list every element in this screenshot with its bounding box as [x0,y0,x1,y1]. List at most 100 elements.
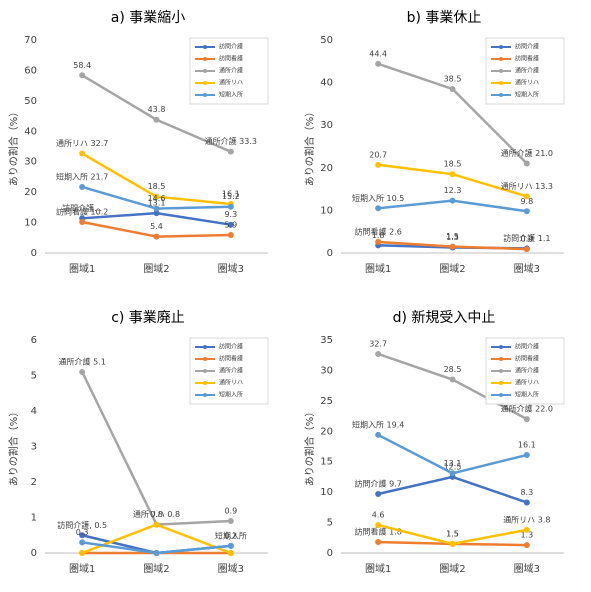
data-point [153,210,160,217]
data-point [375,238,382,245]
data-point [375,539,382,546]
data-point [375,350,382,357]
data-point [227,518,234,525]
data-point [449,243,456,250]
data-point [227,203,234,210]
legend-label: 訪問看護 [219,55,243,63]
data-point [449,470,456,477]
data-point [449,171,456,178]
legend-label: 訪問介護 [219,43,243,51]
data-label: 訪問介護, 0.5 [57,520,107,530]
data-label: 1.8 [372,231,385,240]
y-tick-label: 50 [320,35,333,46]
data-label: 訪問看護 10.2 [56,206,108,216]
legend-marker [499,81,503,85]
data-label: 12.3 [444,186,462,195]
data-label: 13.1 [148,199,166,208]
data-point [523,542,530,549]
y-tick-label: 50 [24,96,37,107]
data-point [523,160,530,167]
data-point [375,60,382,67]
data-label: 通所介護 22.0 [501,404,553,414]
data-label: 16.1 [222,190,240,199]
y-tick-label: 0 [31,248,37,259]
legend-label: 訪問介護 [515,343,539,351]
data-point [523,246,530,253]
data-point [79,539,86,546]
y-tick-label: 0 [327,548,333,559]
y-tick-label: 30 [320,120,333,131]
legend-marker [499,69,503,73]
data-label: 43.8 [148,105,166,114]
y-tick-label: 20 [320,163,333,174]
data-point [449,540,456,547]
x-tick-label: 圏域1 [365,262,391,275]
data-point [153,550,160,556]
data-label: 58.4 [73,61,91,70]
legend-marker [499,57,503,61]
legend-label: 訪問看護 [515,355,539,363]
data-label: 訪問看護 1.8 [355,527,402,537]
y-tick-label: 0 [327,248,333,259]
data-label: 16.1 [518,441,536,450]
data-point [375,490,382,497]
chart-title: c) 事業廃止 [111,309,185,326]
y-tick-label: 10 [24,218,37,229]
data-point [449,197,456,204]
legend-marker [499,393,503,397]
data-point [523,499,530,506]
data-label: 訪問介護 9.7 [355,478,402,488]
x-tick-label: 圏域3 [514,562,540,575]
legend-label: 通所介護 [219,367,243,375]
legend-marker [203,369,207,373]
legend-label: 通所リハ [219,79,243,87]
legend-label: 通所リハ [515,79,539,87]
chart-title: d) 新規受入中止 [393,310,496,326]
data-label: 1.3 [446,233,459,242]
x-tick-label: 圏域3 [514,262,540,275]
legend-label: 通所介護 [219,67,243,75]
y-axis-label: ありの割合（%） [7,107,20,187]
data-label: 28.5 [444,365,462,374]
legend-marker [203,69,207,73]
legend-marker [499,381,503,385]
data-point [79,72,86,79]
y-axis-label: ありの割合（%） [303,107,316,187]
legend-marker [499,45,503,49]
data-label: 訪問看護 2.6 [355,226,402,236]
y-tick-label: 60 [24,65,37,76]
x-tick-label: 圏域2 [143,562,169,575]
legend-marker [203,345,207,349]
legend-label: 訪問看護 [219,355,243,363]
legend-label: 短期入所 [515,91,539,99]
data-point [523,452,530,459]
legend-marker [499,357,503,361]
y-tick-label: 1 [31,513,37,524]
y-tick-label: 5 [31,371,37,382]
data-label: 通所介護 21.0 [501,148,553,158]
y-tick-label: 10 [320,487,333,498]
data-label: 短期入所 [215,530,247,540]
y-tick-label: 25 [320,396,333,407]
data-point [375,205,382,212]
data-label: 20.7 [369,150,387,159]
data-label: 1.5 [446,529,459,538]
data-label: 0.8 [150,510,163,519]
data-label: 通所リハ 3.8 [503,514,550,524]
data-point [227,542,234,549]
y-tick-label: 40 [24,126,37,137]
data-point [79,218,86,225]
legend-marker [203,393,207,397]
x-tick-label: 圏域3 [218,562,244,575]
legend-label: 通所リハ [515,379,539,387]
x-tick-label: 圏域2 [439,262,465,275]
data-point [523,193,530,200]
data-point [523,526,530,533]
legend-label: 短期入所 [219,391,243,399]
x-tick-label: 圏域1 [365,562,391,575]
data-label: 1.5 [446,529,459,538]
